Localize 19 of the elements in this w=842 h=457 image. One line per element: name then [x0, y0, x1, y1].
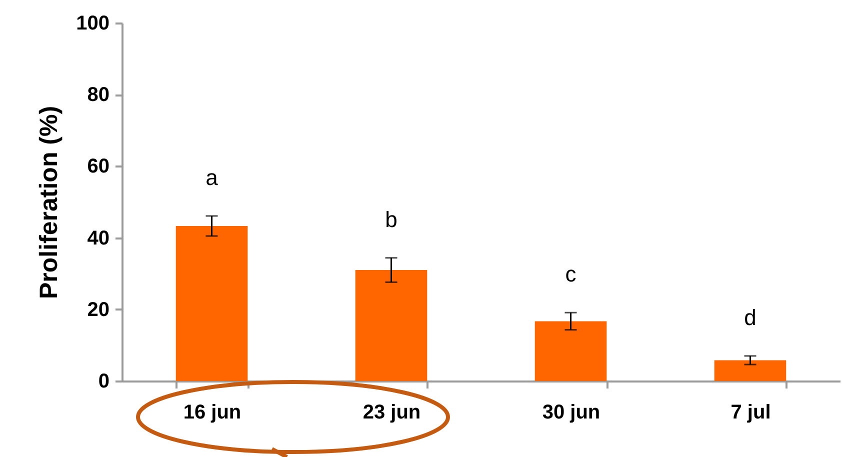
y-axis-title: Proliferation (%) [35, 106, 64, 300]
x-tick-label: 7 jul [730, 402, 771, 424]
bar [714, 360, 786, 381]
bar [534, 321, 607, 381]
annotation: a [206, 164, 219, 190]
y-tick-label: 80 [87, 84, 110, 106]
y-tick-label: 40 [87, 227, 110, 250]
annotation: b [385, 206, 398, 232]
annotation: d [744, 304, 756, 330]
y-tick-label: 100 [76, 12, 110, 34]
bar [176, 226, 248, 381]
y-tick-label: 60 [87, 156, 110, 178]
y-tick-label: 0 [98, 370, 110, 392]
x-tick-label: 16 jun [183, 402, 242, 424]
x-tick-label: 23 jun [362, 402, 421, 424]
bar [355, 270, 428, 381]
y-tick-label: 20 [87, 298, 110, 321]
annotation: c [565, 262, 576, 287]
x-tick-label: 30 jun [542, 402, 600, 424]
